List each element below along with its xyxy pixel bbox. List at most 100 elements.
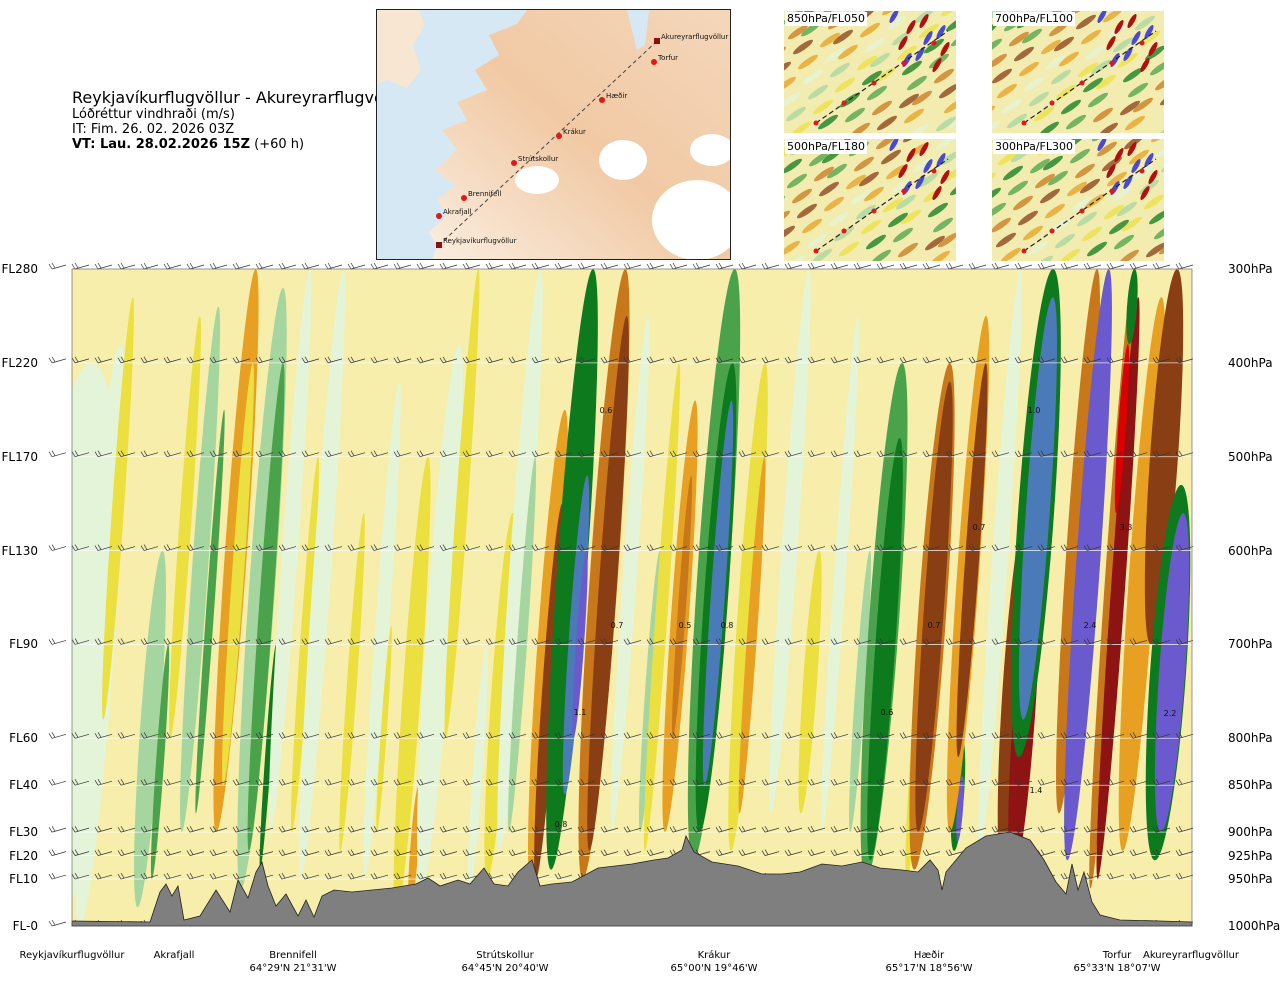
wind-barb: [117, 849, 136, 856]
wind-barb: [531, 638, 550, 645]
wind-contour-band: [416, 344, 464, 889]
wind-barb: [876, 544, 895, 551]
wind-barb: [439, 872, 458, 880]
wind-barb: [48, 779, 67, 786]
route-point-marker: [461, 195, 467, 201]
wind-barb: [347, 544, 366, 551]
wind-barb: [968, 732, 987, 739]
waypoint-label: Strútskollur: [476, 950, 534, 961]
wind-barb: [370, 450, 389, 458]
wind-barb: [945, 544, 964, 551]
wind-barb: [1129, 825, 1148, 833]
wind-contour-band: [468, 644, 488, 889]
wind-barb: [646, 450, 665, 458]
wind-barb: [1106, 262, 1125, 270]
level-map-300: 300hPa/FL300: [992, 139, 1164, 261]
wind-barb: [922, 544, 941, 551]
wind-barb: [738, 450, 757, 458]
pressure-tick-label: 400hPa: [1228, 355, 1273, 370]
wind-barb: [301, 450, 320, 458]
wind-barb: [71, 544, 90, 551]
wind-barb: [209, 849, 228, 856]
wind-barb: [876, 356, 895, 364]
terrain-profile: [71, 831, 1193, 927]
wind-barb: [554, 732, 573, 739]
wind-contour-band: [497, 269, 543, 851]
wind-barb: [324, 779, 343, 786]
wind-barb: [462, 544, 481, 551]
wind-contour-band: [643, 362, 681, 851]
wind-barb: [71, 779, 90, 786]
wind-barb: [1152, 544, 1171, 551]
wind-barb: [1106, 825, 1125, 833]
wind-barb: [439, 450, 458, 458]
flight-level-tick-label: FL90: [9, 637, 38, 652]
wind-barb: [278, 638, 297, 645]
wind-barb: [692, 825, 711, 833]
wind-barb: [1083, 262, 1102, 270]
wind-barb: [94, 262, 113, 270]
wind-barb: [1014, 544, 1033, 551]
wind-barb: [853, 356, 872, 364]
wind-barb: [301, 825, 320, 833]
wind-barb: [646, 638, 665, 645]
wind-barb: [278, 732, 297, 739]
wind-barb: [508, 544, 527, 551]
route-point-label: Brennifell: [468, 190, 501, 198]
wind-barb: [600, 544, 619, 551]
waypoint-label: Reykjavíkurflugvöllur: [19, 950, 125, 961]
wind-barb: [945, 450, 964, 458]
level-map-label: 300hPa/FL300: [993, 140, 1076, 154]
wind-barb: [991, 638, 1010, 645]
wind-barb: [324, 544, 343, 551]
wind-barb: [1060, 356, 1079, 364]
wind-barb: [830, 356, 849, 364]
flight-level-tick-label: FL170: [1, 449, 39, 464]
wind-barb: [370, 779, 389, 786]
wind-barb: [462, 638, 481, 645]
wind-barb: [577, 356, 596, 364]
wind-barb: [301, 262, 320, 270]
wind-barb: [94, 779, 113, 786]
wind-barb: [1152, 262, 1171, 270]
wind-barb: [531, 732, 550, 739]
wind-contour-band: [821, 315, 860, 833]
wind-barb: [163, 825, 182, 833]
wind-barb: [1175, 779, 1194, 786]
wind-barb: [991, 732, 1010, 739]
wind-barb: [1106, 849, 1125, 856]
wind-contour-band: [134, 550, 167, 908]
wind-barb: [278, 450, 297, 458]
wind-barb: [1083, 638, 1102, 645]
wind-barb: [508, 638, 527, 645]
valid-time: VT: Lau. 28.02.2026 15Z (+60 h): [72, 137, 305, 152]
wind-barb: [807, 356, 826, 364]
wind-barb: [738, 262, 757, 270]
wind-barb: [830, 262, 849, 270]
wind-barb: [554, 450, 573, 458]
wind-barb: [485, 262, 504, 270]
wind-barb: [761, 262, 780, 270]
wind-barb: [1060, 544, 1079, 551]
wind-barb: [738, 779, 757, 786]
flight-level-tick-label: FL40: [9, 778, 38, 793]
wind-barb: [117, 779, 136, 786]
wind-contour-band: [956, 775, 964, 842]
wind-barb: [600, 779, 619, 786]
wind-contour-band: [956, 362, 988, 758]
wind-barb: [577, 849, 596, 856]
wind-barb: [945, 262, 964, 270]
wind-barb: [853, 849, 872, 856]
contour-value-label: 2.2: [1164, 709, 1177, 718]
contour-value-label: 0.7: [611, 621, 624, 630]
pressure-tick-label: 950hPa: [1228, 872, 1273, 887]
wind-barb: [140, 849, 159, 856]
wind-barb: [508, 732, 527, 739]
wind-barb: [1152, 450, 1171, 458]
wind-barb: [370, 732, 389, 739]
wind-barb: [393, 638, 412, 645]
wind-barb: [209, 356, 228, 364]
waypoint-label: Akureyrarflugvöllur: [1142, 950, 1239, 961]
wind-barb: [899, 732, 918, 739]
wind-contour-band: [610, 315, 650, 833]
